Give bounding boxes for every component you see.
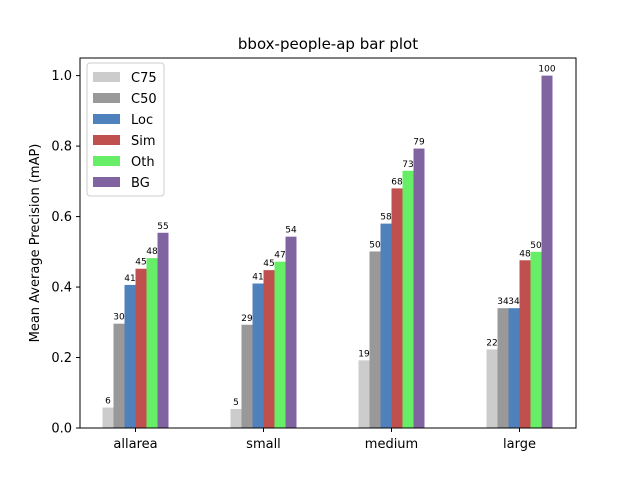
- bar-value-label: 50: [530, 241, 542, 251]
- bar-value-label: 79: [413, 138, 425, 148]
- legend-label-loc: Loc: [131, 113, 153, 128]
- y-tick-label: 0.6: [51, 210, 72, 225]
- y-tick-label: 0.8: [51, 140, 72, 155]
- x-tick-label-large: large: [503, 437, 536, 452]
- legend: C75 C50 Loc Sim Oth BG: [86, 62, 165, 197]
- bar-oth-allarea: [146, 258, 158, 428]
- bar-loc-allarea: [124, 284, 136, 428]
- legend-swatch-bg: [93, 177, 120, 187]
- legend-label-oth: Oth: [131, 155, 155, 170]
- bar-value-label: 55: [157, 222, 168, 232]
- bar-value-label: 34: [508, 297, 520, 307]
- legend-label-c75: C75: [131, 71, 157, 86]
- bar-oth-medium: [402, 170, 414, 428]
- bar-value-label: 45: [135, 258, 146, 268]
- bar-sim-large: [519, 260, 531, 428]
- legend-label-sim: Sim: [131, 134, 156, 149]
- bar-value-label: 30: [113, 313, 125, 323]
- bar-value-label: 6: [105, 397, 111, 407]
- bar-bg-large: [541, 75, 553, 428]
- plot-frame: [79, 57, 577, 429]
- bars-group: [102, 75, 553, 429]
- bar-c50-large: [497, 308, 509, 428]
- y-tick-label: 0.2: [51, 351, 72, 366]
- bar-oth-small: [274, 261, 286, 428]
- chart-title: bbox-people-ap bar plot: [238, 35, 418, 53]
- legend-swatch-c75: [93, 72, 120, 82]
- legend-label-bg: BG: [131, 176, 150, 191]
- x-tick-label-medium: medium: [365, 437, 418, 452]
- x-tick-label-small: small: [246, 437, 281, 452]
- bar-value-label: 45: [263, 259, 274, 269]
- y-axis: 0.0 0.2 0.4 0.6 0.8 1.0: [51, 69, 80, 437]
- bar-c75-small: [230, 408, 242, 428]
- bar-c50-allarea: [113, 323, 125, 428]
- bar-value-label: 19: [358, 349, 370, 359]
- bar-sim-small: [263, 270, 275, 428]
- bar-value-label: 58: [380, 213, 392, 223]
- bar-bg-allarea: [157, 232, 169, 428]
- bar-c75-allarea: [102, 407, 114, 428]
- bar-c50-small: [241, 324, 253, 428]
- bar-value-label: 100: [538, 65, 555, 75]
- bar-value-label: 41: [124, 274, 135, 284]
- legend-swatch-loc: [93, 114, 120, 124]
- bar-value-label: 29: [241, 314, 253, 324]
- bar-value-label: 68: [391, 177, 403, 187]
- y-tick-label: 1.0: [51, 69, 72, 84]
- legend-label-c50: C50: [131, 92, 157, 107]
- bar-c50-medium: [369, 251, 381, 428]
- bar-bg-small: [285, 236, 297, 428]
- y-tick-label: 0.0: [51, 422, 72, 437]
- bar-sim-allarea: [135, 268, 147, 428]
- y-axis-label: Mean Average Precision (mAP): [28, 144, 43, 343]
- bar-c75-large: [486, 349, 498, 428]
- bar-value-label: 50: [369, 240, 381, 250]
- y-tick-label: 0.4: [51, 281, 72, 296]
- bar-value-label: 22: [486, 338, 497, 348]
- bar-value-label: 73: [402, 160, 413, 170]
- bar-value-label: 54: [285, 226, 297, 236]
- legend-swatch-oth: [93, 156, 120, 166]
- bar-value-label: 47: [274, 251, 285, 261]
- bar-value-label: 34: [497, 297, 509, 307]
- legend-swatch-c50: [93, 93, 120, 103]
- x-tick-label-allarea: allarea: [113, 437, 157, 452]
- x-axis: allarea small medium large: [113, 428, 536, 452]
- bar-value-label: 48: [519, 249, 531, 259]
- bar-loc-small: [252, 283, 264, 428]
- bar-value-label: 48: [146, 247, 158, 257]
- bar-loc-medium: [380, 223, 392, 428]
- legend-swatch-sim: [93, 135, 120, 145]
- bar-value-label: 41: [252, 273, 263, 283]
- bar-oth-large: [530, 251, 542, 428]
- bar-loc-large: [508, 308, 520, 428]
- bar-value-label: 5: [233, 398, 239, 408]
- bar-sim-medium: [391, 188, 403, 428]
- bar-bg-medium: [413, 148, 425, 429]
- bar-c75-medium: [358, 360, 370, 428]
